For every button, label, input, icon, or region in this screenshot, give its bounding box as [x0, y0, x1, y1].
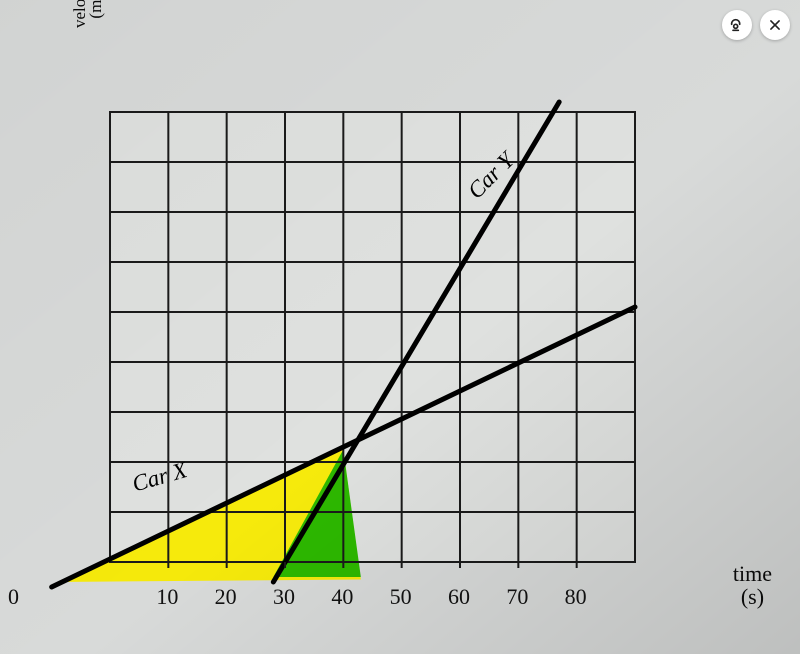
- viewer-controls: [722, 10, 790, 40]
- x-tick-80: 80: [565, 584, 587, 610]
- x-tick-70: 70: [506, 584, 528, 610]
- x-tick-60: 60: [448, 584, 470, 610]
- lens-icon: [729, 17, 745, 33]
- x-tick-40: 40: [331, 584, 353, 610]
- x-tick-10: 10: [156, 584, 178, 610]
- lens-button[interactable]: [722, 10, 752, 40]
- x-tick-30: 30: [273, 584, 295, 610]
- close-button[interactable]: [760, 10, 790, 40]
- x-tick-50: 50: [390, 584, 412, 610]
- x-tick-0: 0: [8, 584, 19, 610]
- x-tick-20: 20: [215, 584, 237, 610]
- close-icon: [768, 18, 782, 32]
